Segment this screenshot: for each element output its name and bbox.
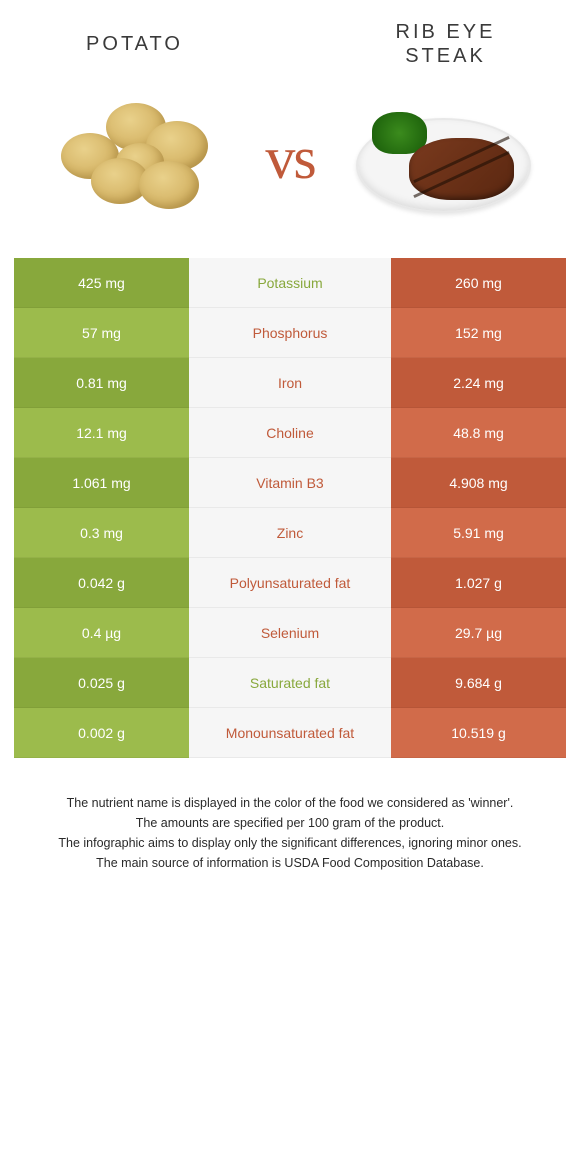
nutrient-label: Choline [189, 408, 391, 458]
right-value: 10.519 g [391, 708, 566, 758]
right-value: 152 mg [391, 308, 566, 358]
left-value: 0.4 µg [14, 608, 189, 658]
footer-notes: The nutrient name is displayed in the co… [14, 793, 566, 873]
footer-line: The main source of information is USDA F… [18, 853, 562, 873]
left-value: 57 mg [14, 308, 189, 358]
footer-line: The infographic aims to display only the… [18, 833, 562, 853]
nutrient-label: Iron [189, 358, 391, 408]
table-row: 0.002 gMonounsaturated fat10.519 g [14, 708, 566, 758]
nutrient-label: Potassium [189, 258, 391, 308]
right-value: 1.027 g [391, 558, 566, 608]
footer-line: The nutrient name is displayed in the co… [18, 793, 562, 813]
right-food-image [323, 88, 566, 228]
vs-label: vs [265, 124, 314, 193]
right-value: 48.8 mg [391, 408, 566, 458]
nutrient-label: Phosphorus [189, 308, 391, 358]
table-row: 0.81 mgIron2.24 mg [14, 358, 566, 408]
left-food-title: Potato [14, 32, 255, 56]
title-row: Potato Rib eye steak [14, 20, 566, 68]
nutrient-label: Polyunsaturated fat [189, 558, 391, 608]
table-row: 0.025 gSaturated fat9.684 g [14, 658, 566, 708]
left-value: 1.061 mg [14, 458, 189, 508]
nutrient-label: Zinc [189, 508, 391, 558]
images-row: vs [14, 88, 566, 228]
table-row: 425 mgPotassium260 mg [14, 258, 566, 308]
right-value: 9.684 g [391, 658, 566, 708]
right-value: 29.7 µg [391, 608, 566, 658]
table-row: 0.042 gPolyunsaturated fat1.027 g [14, 558, 566, 608]
table-row: 12.1 mgCholine48.8 mg [14, 408, 566, 458]
nutrient-label: Monounsaturated fat [189, 708, 391, 758]
nutrient-label: Saturated fat [189, 658, 391, 708]
table-row: 0.3 mgZinc5.91 mg [14, 508, 566, 558]
table-row: 1.061 mgVitamin B34.908 mg [14, 458, 566, 508]
nutrient-table: 425 mgPotassium260 mg57 mgPhosphorus152 … [14, 258, 566, 758]
left-value: 0.025 g [14, 658, 189, 708]
right-value: 4.908 mg [391, 458, 566, 508]
right-value: 260 mg [391, 258, 566, 308]
nutrient-label: Selenium [189, 608, 391, 658]
right-food-title: Rib eye steak [325, 20, 566, 68]
right-value: 2.24 mg [391, 358, 566, 408]
left-value: 0.81 mg [14, 358, 189, 408]
left-food-image [14, 88, 257, 228]
left-value: 0.042 g [14, 558, 189, 608]
right-value: 5.91 mg [391, 508, 566, 558]
footer-line: The amounts are specified per 100 gram o… [18, 813, 562, 833]
steak-icon [354, 98, 534, 218]
infographic: Potato Rib eye steak vs 425 mgPotassium2… [0, 0, 580, 893]
left-value: 0.002 g [14, 708, 189, 758]
potato-icon [61, 103, 211, 213]
left-value: 425 mg [14, 258, 189, 308]
table-row: 57 mgPhosphorus152 mg [14, 308, 566, 358]
left-value: 12.1 mg [14, 408, 189, 458]
table-row: 0.4 µgSelenium29.7 µg [14, 608, 566, 658]
nutrient-label: Vitamin B3 [189, 458, 391, 508]
left-value: 0.3 mg [14, 508, 189, 558]
